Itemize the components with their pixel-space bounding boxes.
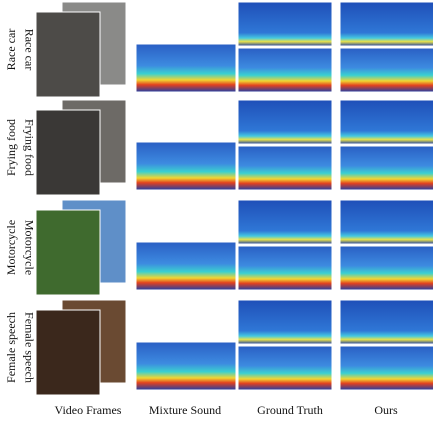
ours-spectrogram (339, 299, 433, 345)
video-frame (35, 309, 101, 396)
spectrograms (135, 1, 433, 391)
video-frame (35, 11, 101, 98)
video-frame (35, 109, 101, 196)
row-label: Frying food (4, 119, 18, 176)
row-label-mirrored: Race car (22, 29, 36, 71)
column-label: Ours (374, 403, 398, 417)
ours-spectrogram (339, 245, 433, 291)
ours-spectrogram (339, 47, 433, 93)
row-label-mirrored: Motorcycle (22, 220, 36, 275)
ground-truth-spectrogram (237, 199, 333, 245)
video-frame (35, 209, 101, 296)
column-label: Ground Truth (257, 403, 323, 417)
video-frames (35, 1, 127, 396)
ground-truth-spectrogram (237, 47, 333, 93)
ours-spectrogram (339, 145, 433, 191)
row-label-mirrored: Female speech (22, 312, 36, 383)
ours-spectrogram (339, 99, 433, 145)
ground-truth-spectrogram (237, 299, 333, 345)
ours-spectrogram (339, 345, 433, 391)
column-label: Mixture Sound (149, 403, 221, 417)
row-label: Race car (4, 29, 18, 71)
row-label: Motorcycle (4, 220, 18, 275)
ground-truth-spectrogram (237, 145, 333, 191)
ground-truth-spectrogram (237, 345, 333, 391)
row-label-mirrored: Frying food (22, 119, 36, 176)
mixture-spectrogram (135, 141, 237, 191)
ground-truth-spectrogram (237, 1, 333, 47)
labels: Race car Race car Frying food Frying food Mo… (4, 29, 398, 417)
ours-spectrogram (339, 199, 433, 245)
column-label: Video Frames (55, 403, 122, 417)
mixture-spectrogram (135, 241, 237, 291)
ours-spectrogram (339, 1, 433, 47)
mixture-spectrogram (135, 43, 237, 93)
row-label: Female speech (4, 312, 18, 383)
ground-truth-spectrogram (237, 99, 333, 145)
mixture-spectrogram (135, 341, 237, 391)
ground-truth-spectrogram (237, 245, 333, 291)
